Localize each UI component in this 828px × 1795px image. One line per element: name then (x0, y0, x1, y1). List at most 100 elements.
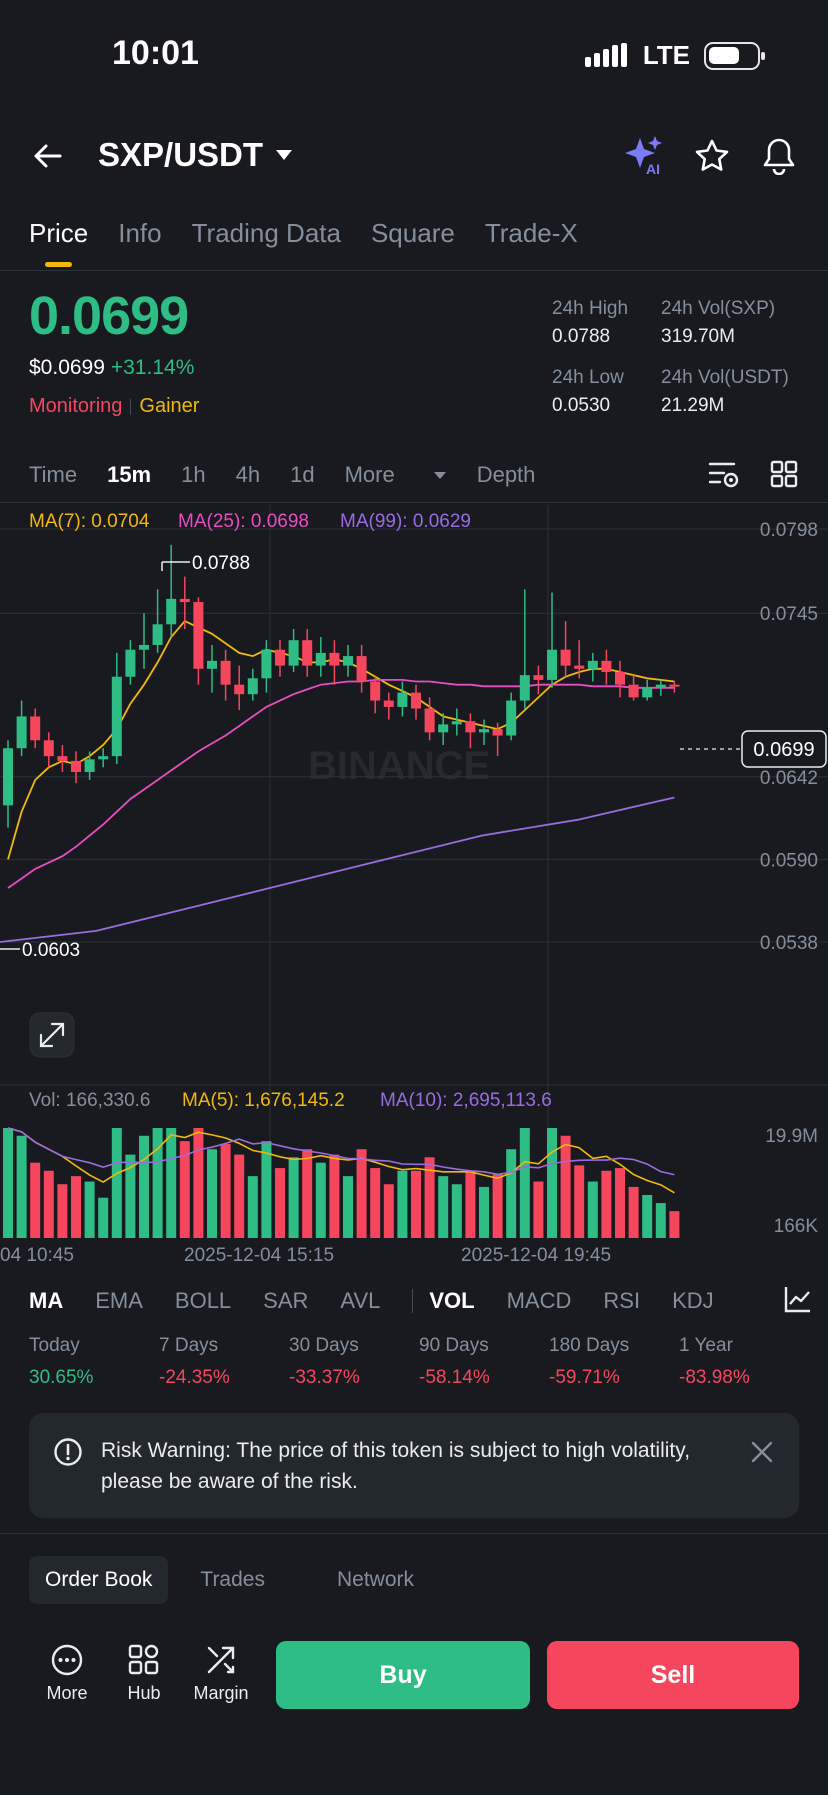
volume-bar (547, 1128, 557, 1238)
interval-4h[interactable]: 4h (235, 462, 261, 487)
candle-body (166, 598, 177, 625)
volume-bar (451, 1184, 462, 1238)
indicator-boll[interactable]: BOLL (174, 1288, 232, 1313)
candle-body (370, 681, 381, 701)
volume-bar (465, 1170, 476, 1238)
volume-bars (3, 1127, 680, 1238)
volume-bar (288, 1157, 299, 1238)
indicator-ema[interactable]: EMA (95, 1288, 143, 1313)
indicator-kdj[interactable]: KDJ (672, 1288, 714, 1313)
volume-bar (3, 1128, 13, 1238)
indicator-sar[interactable]: SAR (263, 1288, 309, 1313)
interval-more-label: More (344, 462, 395, 487)
volume-bar (98, 1197, 109, 1238)
current-price-label: 0.0699 (753, 739, 814, 761)
current-price-box (741, 730, 827, 768)
tab-price[interactable]: Price (29, 218, 88, 267)
chart-settings-icon[interactable] (708, 460, 740, 490)
margin-button[interactable]: Margin (186, 1643, 256, 1704)
perf-value: -33.37% (289, 1367, 360, 1388)
tabs-divider (0, 270, 828, 271)
hub-button[interactable]: Hub (109, 1643, 179, 1704)
volume-bar (370, 1168, 381, 1238)
interval-depth[interactable]: Depth (476, 462, 536, 487)
interval-time[interactable]: Time (29, 462, 78, 487)
tab-trades[interactable]: Trades (200, 1568, 265, 1591)
interval-1d[interactable]: 1d (290, 462, 315, 487)
candle-body (234, 684, 245, 695)
interval-more[interactable]: More (345, 462, 447, 488)
buy-button[interactable]: Buy (276, 1641, 530, 1709)
indicator-macd[interactable]: MACD (506, 1288, 572, 1313)
margin-arrows-icon (207, 1646, 235, 1674)
candle-body (492, 729, 503, 736)
volume-bar (16, 1135, 27, 1238)
pair-selector[interactable]: SXP/USDT (98, 136, 293, 174)
hub-label: Hub (127, 1683, 161, 1703)
ai-sparkle-icon[interactable]: AI (624, 136, 666, 176)
sell-button[interactable]: Sell (547, 1641, 799, 1709)
volume-bar (261, 1141, 272, 1238)
indicator-rsi[interactable]: RSI (603, 1288, 641, 1313)
volume-bar (574, 1165, 585, 1238)
candle-body (302, 640, 313, 666)
tag-gainer[interactable]: Gainer (139, 395, 200, 417)
indicator-vol[interactable]: VOL (429, 1288, 475, 1313)
vol-ma10-legend: MA(10): 2,695,113.6 (380, 1090, 552, 1111)
volume-bar (207, 1149, 217, 1238)
risk-warning-text: Risk Warning: The price of this token is… (101, 1439, 691, 1493)
tag-monitoring[interactable]: Monitoring (29, 395, 123, 417)
candle-body (16, 716, 27, 749)
candlestick-chart[interactable]: MA(7): 0.0704 MA(25): 0.0698 MA(99): 0.0… (0, 505, 828, 1240)
tab-square[interactable]: Square (370, 218, 455, 248)
candle-body (329, 652, 340, 666)
bell-alert-icon[interactable] (762, 137, 796, 175)
candles (3, 544, 680, 828)
stat-24h-vol-usdt: 24h Vol(USDT) 21.29M (661, 367, 789, 417)
volume-bar (397, 1170, 408, 1238)
perf-label: Today (29, 1335, 80, 1356)
perf-label: 90 Days (419, 1335, 489, 1356)
perf-value: -59.71% (549, 1367, 620, 1388)
stat-value: 0.0788 (552, 326, 611, 347)
tab-trading-data[interactable]: Trading Data (191, 218, 341, 248)
more-button[interactable]: More (32, 1643, 102, 1704)
x-tick-2: 2025-12-04 15:15 (184, 1245, 335, 1266)
interval-1h[interactable]: 1h (181, 462, 206, 487)
indicator-chart-icon[interactable] (783, 1284, 813, 1314)
volume-bar (139, 1135, 149, 1238)
ma25-legend: MA(25): 0.0698 (178, 511, 309, 532)
info-warning-icon (54, 1438, 82, 1466)
interval-15m[interactable]: 15m (107, 462, 152, 487)
candle-body (587, 660, 598, 669)
tab-network[interactable]: Network (336, 1568, 415, 1591)
candle-body (152, 624, 163, 645)
volume-bar (343, 1176, 353, 1238)
candle-body (506, 700, 517, 736)
perf-label: 30 Days (289, 1335, 359, 1356)
signal-icon (584, 42, 627, 67)
star-favorite-icon[interactable] (694, 138, 730, 174)
back-arrow-icon[interactable] (32, 140, 64, 172)
volume-bar (642, 1195, 653, 1238)
candle-body (547, 649, 557, 680)
perf-90d: 90 Days -58.14% (419, 1335, 549, 1389)
perf-label: 1 Year (679, 1335, 733, 1356)
volume-bar (383, 1184, 394, 1238)
tab-order-book[interactable]: Order Book (29, 1556, 169, 1604)
indicator-avl[interactable]: AVL (340, 1288, 381, 1313)
grid-layout-icon[interactable] (770, 460, 798, 488)
close-icon[interactable] (751, 1441, 773, 1463)
volume-bar (655, 1203, 666, 1238)
candle-body (601, 660, 612, 672)
tab-info[interactable]: Info (118, 218, 162, 248)
indicator-ma[interactable]: MA (29, 1288, 64, 1313)
tab-trade-x[interactable]: Trade-X (484, 218, 578, 248)
candle-body (343, 656, 353, 666)
stat-label: 24h Vol(USDT) (661, 367, 789, 388)
chart-top-divider (0, 502, 828, 503)
x-tick-1: 04 10:45 (0, 1245, 74, 1266)
performance-row: Today 30.65% 7 Days -24.35% 30 Days -33.37%… (29, 1335, 809, 1389)
candle-body (139, 644, 149, 650)
volume-bar (234, 1154, 245, 1238)
